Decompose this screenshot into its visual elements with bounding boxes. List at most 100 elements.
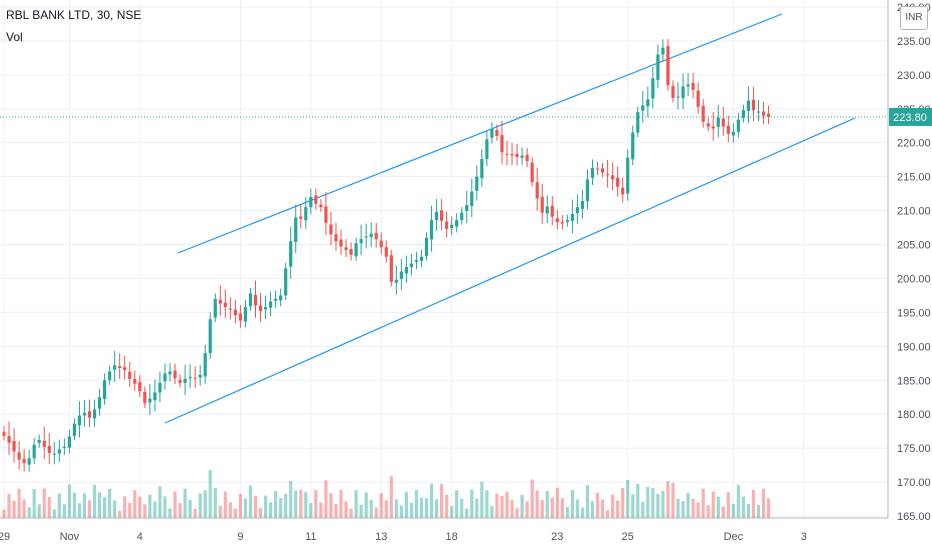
candle-body <box>228 308 232 310</box>
candles <box>2 39 771 472</box>
candle-body <box>696 90 700 107</box>
volume-bar <box>62 504 66 518</box>
time-tick-label: 29 <box>0 531 10 543</box>
candle-body <box>550 205 554 217</box>
candle-body <box>686 84 690 87</box>
candle-body <box>369 233 373 238</box>
price-tick-label: 235.00 <box>897 36 931 48</box>
candle-body <box>565 220 569 222</box>
volume-bar <box>57 493 61 518</box>
volume-bar <box>2 509 6 518</box>
price-tick-label: 170.00 <box>897 477 931 489</box>
candle-body <box>289 241 293 267</box>
candle-body <box>148 398 152 403</box>
candle-body <box>42 440 46 447</box>
candle-body <box>681 86 685 99</box>
candle-body <box>676 96 680 98</box>
volume-bar <box>661 491 665 518</box>
volume-bar <box>726 492 730 518</box>
volume-bar <box>349 508 353 518</box>
candle-body <box>389 255 393 282</box>
candle-body <box>666 46 670 86</box>
candle-body <box>22 458 26 464</box>
candle-body <box>77 415 82 426</box>
volume-bar <box>696 502 700 518</box>
candle-body <box>62 446 66 448</box>
candle-body <box>706 123 710 127</box>
candle-body <box>47 445 51 453</box>
candle-body <box>349 249 353 255</box>
candle-body <box>2 431 6 436</box>
volume-bar <box>585 485 590 518</box>
candle-body <box>52 453 56 455</box>
candle-body <box>500 135 504 153</box>
volume-bar <box>570 489 574 518</box>
volume-bar <box>525 501 529 518</box>
candle-body <box>92 409 97 419</box>
volume-bar <box>153 501 157 518</box>
volume-bar <box>606 510 610 518</box>
candle-body <box>128 371 132 379</box>
volume-bar <box>334 504 338 518</box>
volume-bar <box>666 481 670 518</box>
candle-body <box>671 85 675 98</box>
volume-bar <box>424 498 429 518</box>
volume-bar <box>243 498 248 518</box>
candle-body <box>641 105 645 111</box>
volume-bars <box>2 470 771 518</box>
channel-lower-line <box>164 117 856 424</box>
volume-bar <box>113 500 117 518</box>
candle-body <box>299 216 303 219</box>
volume-bar <box>575 499 580 518</box>
price-tick-label: 190.00 <box>897 341 931 353</box>
volume-legend[interactable]: Vol <box>6 30 23 44</box>
volume-bar <box>339 489 343 518</box>
time-tick-label: 23 <box>551 531 563 543</box>
volume-bar <box>495 493 499 518</box>
candle-body <box>701 105 705 122</box>
candle-body <box>651 78 655 99</box>
candle-body <box>766 113 771 117</box>
volume-bar <box>309 503 313 518</box>
volume-bar <box>294 490 298 518</box>
candle-body <box>87 411 92 418</box>
symbol-legend[interactable]: RBL BANK LTD, 30, NSE <box>6 8 142 22</box>
candle-body <box>32 444 36 459</box>
time-axis: 29 Nov 4 9 11 13 18 23 25 Dec 3 <box>0 531 807 543</box>
candle-body <box>379 240 383 248</box>
volume-bar <box>681 501 685 518</box>
volume-bar <box>676 498 680 518</box>
candle-body <box>279 295 283 301</box>
volume-bar <box>621 488 625 518</box>
candle-body <box>756 111 761 113</box>
candle-body <box>163 373 167 382</box>
candle-body <box>309 197 313 208</box>
candle-body <box>394 279 398 283</box>
candle-body <box>621 187 625 195</box>
volume-bar <box>233 508 237 518</box>
volume-bar <box>32 489 36 518</box>
volume-bar <box>429 483 434 518</box>
candle-body <box>399 271 403 280</box>
candle-body <box>188 376 192 378</box>
time-tick-label: 9 <box>237 531 243 543</box>
candle-body <box>560 222 564 224</box>
candle-body <box>721 118 725 127</box>
time-tick-label: 13 <box>375 531 387 543</box>
volume-bar <box>77 503 82 518</box>
candle-body <box>590 167 595 178</box>
volume-bar <box>756 504 761 518</box>
candle-body <box>253 295 258 306</box>
volume-bar <box>148 494 152 518</box>
candle-body <box>208 319 212 354</box>
candle-body <box>736 119 740 132</box>
volume-bar <box>651 488 655 518</box>
candle-body <box>726 125 730 134</box>
candle-body <box>17 452 21 460</box>
volume-bar <box>434 499 439 518</box>
currency-button[interactable]: INR <box>900 6 928 30</box>
volume-bar <box>379 493 383 518</box>
candle-body <box>404 266 408 274</box>
volume-bar <box>455 490 459 518</box>
